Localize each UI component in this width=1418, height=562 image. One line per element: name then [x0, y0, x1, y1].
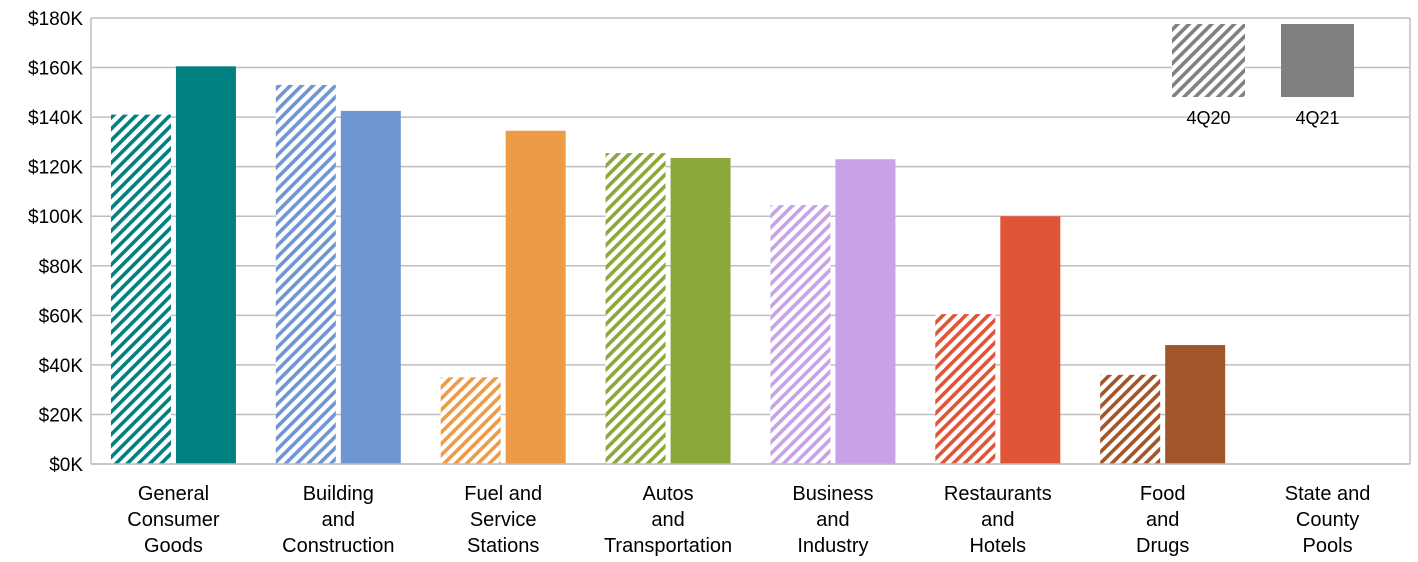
bar-4q20-5 [935, 314, 996, 464]
y-tick-label: $180K [28, 9, 83, 30]
axes [90, 18, 1411, 465]
bar-4q21-4 [835, 159, 896, 464]
category-label: Building and Construction [282, 483, 394, 557]
category-labels: General Consumer Goods Building and Construct… [127, 483, 1370, 557]
y-tick-label: $120K [28, 158, 83, 179]
y-tick-label: $100K [28, 207, 83, 228]
bar-4q21-1 [340, 110, 401, 465]
category-label: State and County Pools [1285, 483, 1371, 557]
bar-4q21-6 [1165, 345, 1226, 464]
bar-4q21-3 [670, 157, 731, 464]
category-label: Fuel and Service Stations [464, 483, 542, 557]
bar-4q20-1 [275, 84, 336, 465]
bars [110, 66, 1226, 465]
y-tick-label: $20K [39, 405, 84, 426]
bar-4q20-6 [1100, 374, 1161, 464]
category-label: General Consumer Goods [127, 483, 220, 557]
bar-4q21-2 [505, 130, 566, 464]
legend-swatch-4q20 [1172, 24, 1245, 97]
bar-4q20-3 [605, 153, 666, 465]
category-label: Business and Industry [792, 483, 873, 557]
legend-swatch-4q21 [1281, 24, 1354, 97]
y-tick-label: $40K [39, 356, 84, 377]
category-label: Autos and Transportation [604, 483, 732, 557]
legend-label: 4Q21 [1295, 108, 1339, 128]
legend: 4Q20 4Q21 [1172, 24, 1354, 128]
y-tick-label: $80K [39, 257, 84, 278]
y-tick-label: $0K [49, 455, 83, 476]
bar-4q20-2 [440, 377, 501, 464]
y-tick-label: $160K [28, 59, 83, 80]
y-tick-label: $140K [28, 108, 83, 129]
bar-4q20-4 [770, 205, 831, 465]
bar-4q21-5 [1000, 216, 1061, 464]
bar-4q21-0 [175, 66, 236, 465]
y-tick-labels: $0K $20K $40K $60K $80K $100K $120K $140K $160K $… [28, 9, 83, 476]
y-tick-label: $60K [39, 306, 84, 327]
category-label: Restaurants and Hotels [944, 483, 1052, 557]
bar-4q20-0 [110, 114, 171, 464]
legend-label: 4Q20 [1186, 108, 1230, 128]
category-label: Food and Drugs [1136, 483, 1189, 557]
